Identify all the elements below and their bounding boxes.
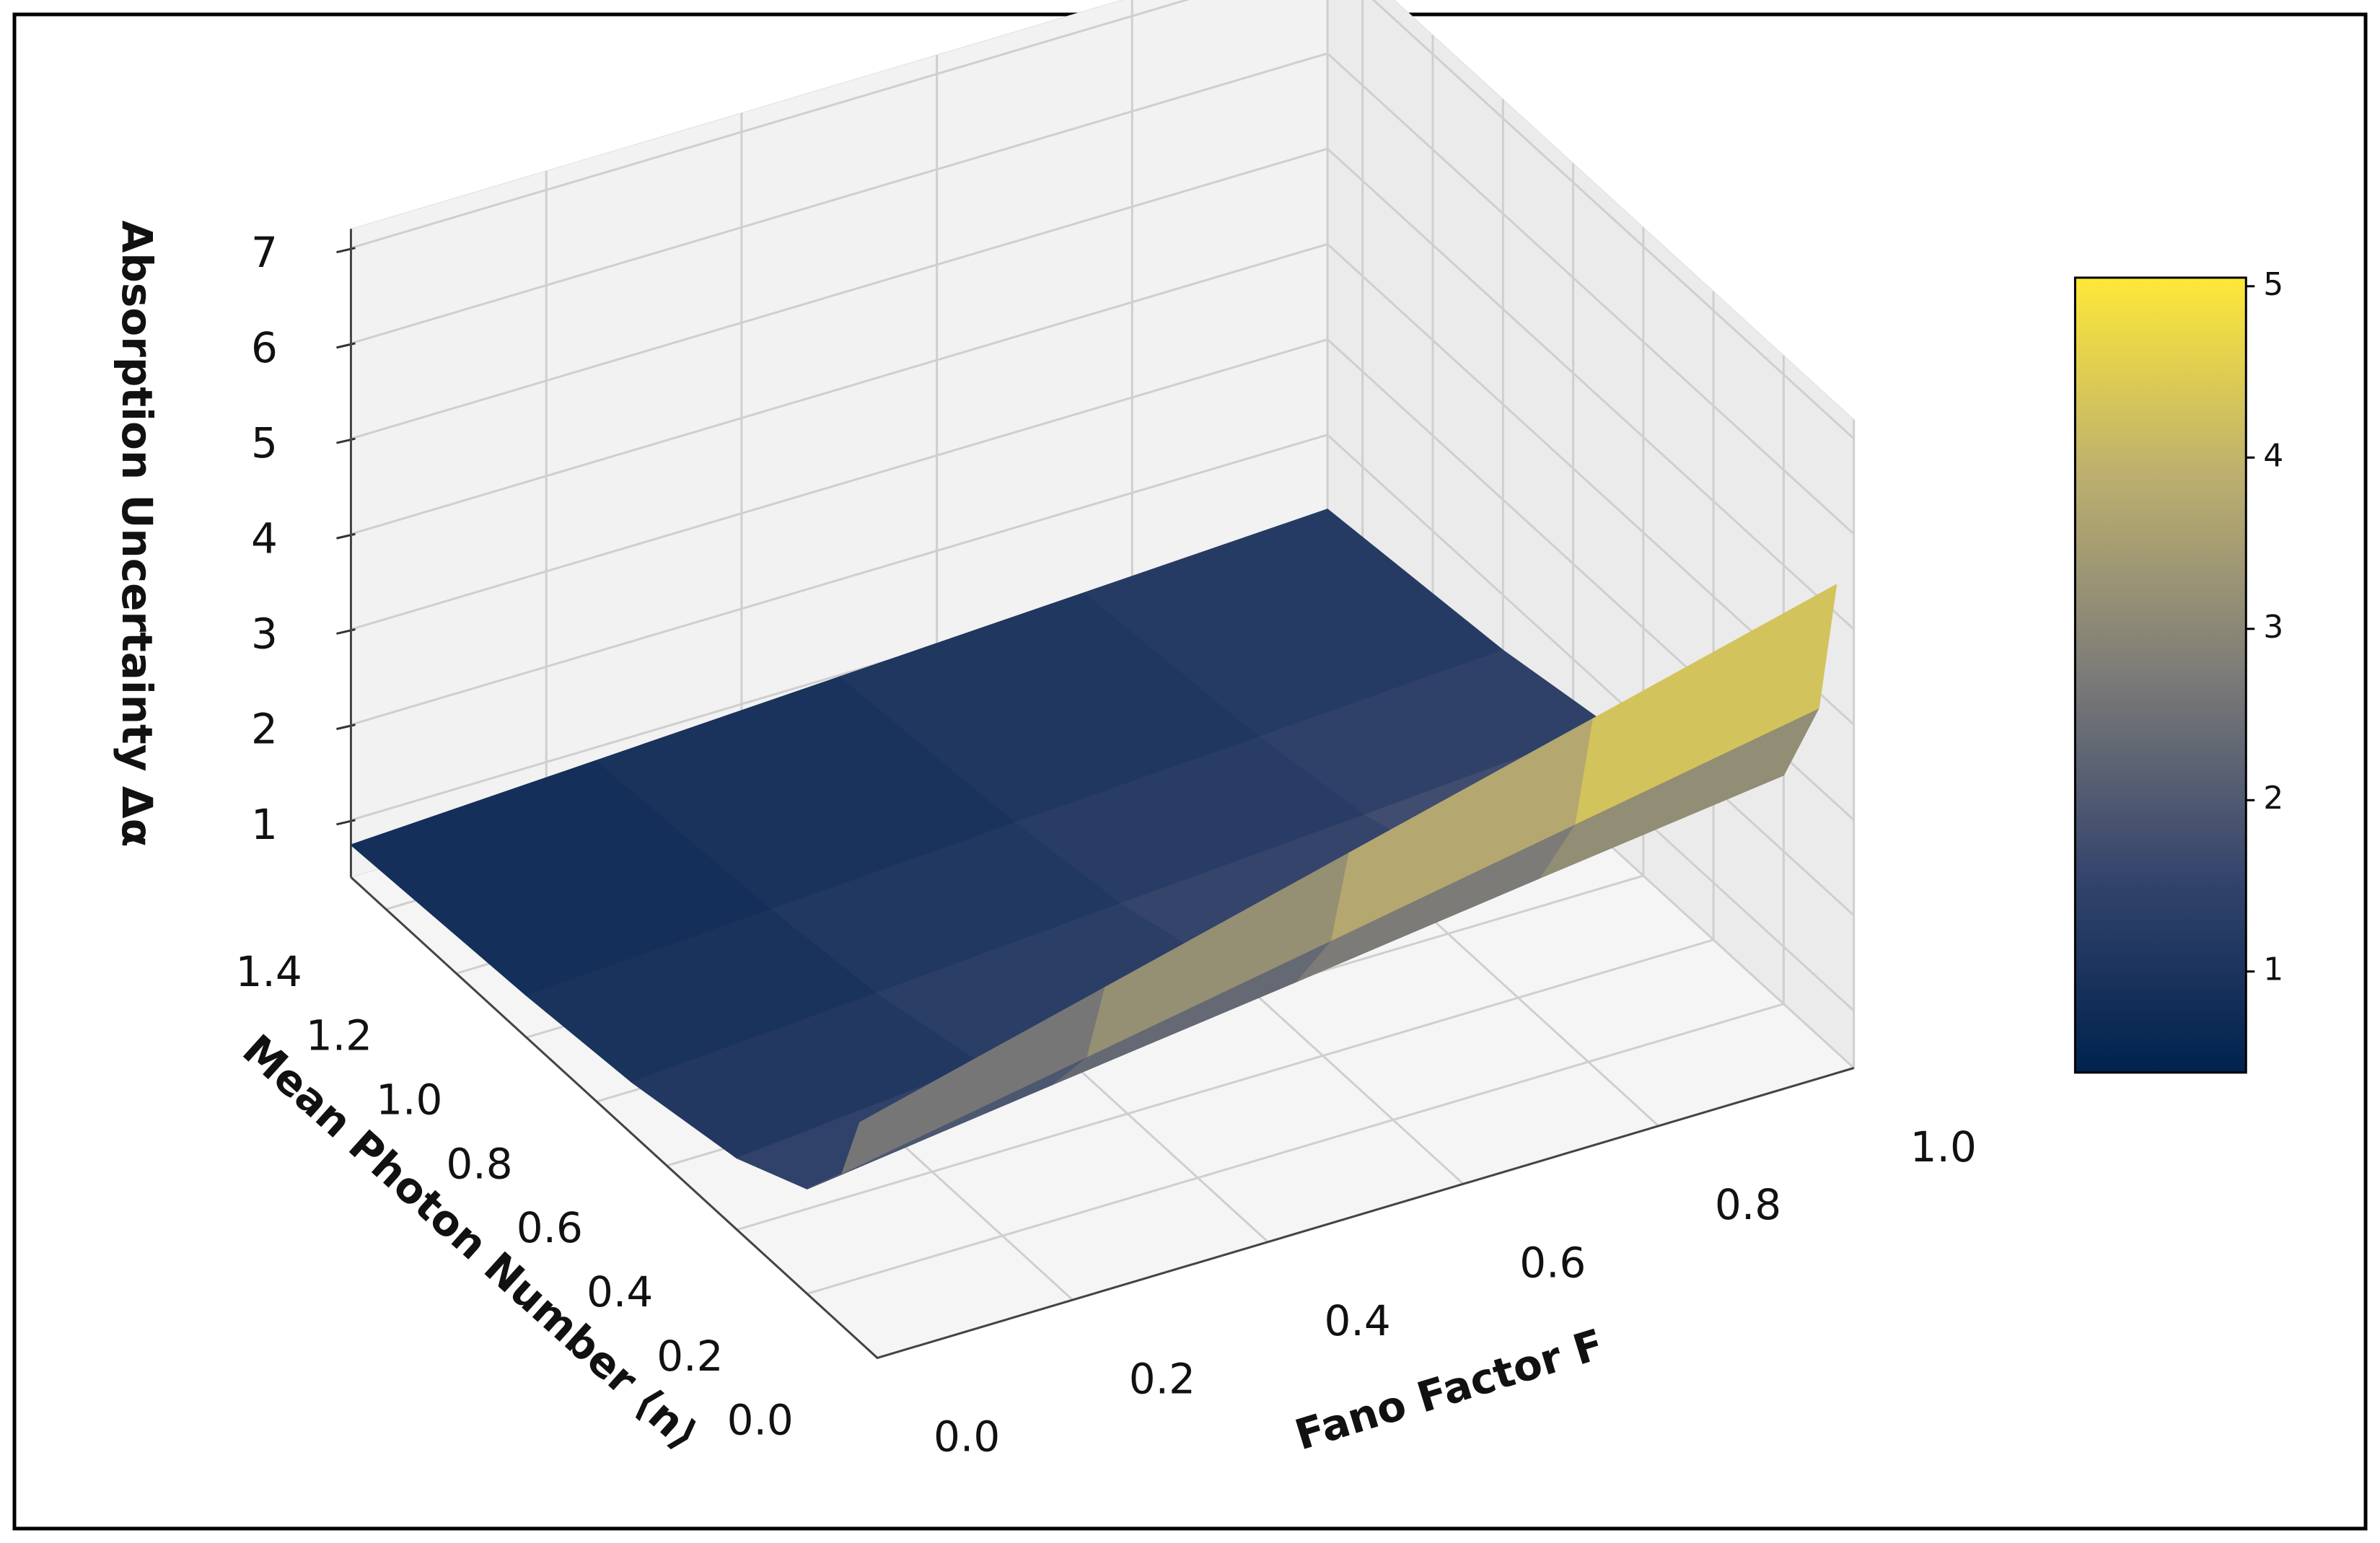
- y-tick-label: 0.4: [587, 1267, 653, 1316]
- surface-patch: [841, 987, 1105, 1174]
- x-tick-label: 0.8: [1715, 1180, 1781, 1229]
- z-tick: [336, 247, 356, 254]
- y-tick-label: 0.0: [727, 1396, 794, 1445]
- z-tick: [336, 628, 356, 635]
- z-tick-label: 1: [251, 800, 278, 849]
- x-tick-label: 0.6: [1519, 1239, 1586, 1288]
- z-tick-label: 6: [251, 323, 278, 372]
- colorbar-tick-label: 2: [2263, 780, 2283, 817]
- z-tick-label: 3: [251, 610, 278, 659]
- y-tick-label: 0.8: [446, 1139, 512, 1188]
- axis-line: [350, 876, 1855, 1360]
- z-tick-label: 4: [251, 514, 278, 563]
- z-tick: [336, 532, 356, 540]
- colorbar-tick-label: 4: [2263, 437, 2283, 474]
- colorbar-tick-label: 1: [2263, 951, 2283, 988]
- y-tick-label: 1.2: [306, 1011, 372, 1060]
- z-tick: [336, 819, 356, 826]
- colorbar-tick-label: 5: [2263, 266, 2283, 303]
- z-tick: [336, 437, 356, 444]
- y-tick-label: 1.4: [236, 947, 302, 996]
- y-tick-label: 0.6: [517, 1203, 583, 1252]
- colorbar-tick-label: 3: [2263, 609, 2283, 646]
- x-tick-label: 0.0: [934, 1412, 1000, 1461]
- grid-line: [807, 355, 1785, 1295]
- z-tick-label: 2: [251, 705, 278, 754]
- y-tick-label: 0.2: [657, 1332, 723, 1381]
- z-tick: [336, 724, 356, 731]
- z-tick: [336, 342, 356, 349]
- x-tick-label: 0.4: [1324, 1296, 1390, 1345]
- y-tick-label: 1.0: [376, 1076, 442, 1125]
- z-tick-label: 5: [251, 418, 278, 467]
- colorbar: [2073, 276, 2247, 1074]
- x-tick-label: 0.2: [1129, 1354, 1195, 1403]
- grid-line: [351, 0, 1855, 440]
- x-tick-label: 1.0: [1910, 1122, 1977, 1171]
- z-axis-label: Absorption Uncertainty Δα: [113, 220, 162, 847]
- z-tick-label: 7: [251, 228, 278, 277]
- grid-line: [737, 291, 1715, 1231]
